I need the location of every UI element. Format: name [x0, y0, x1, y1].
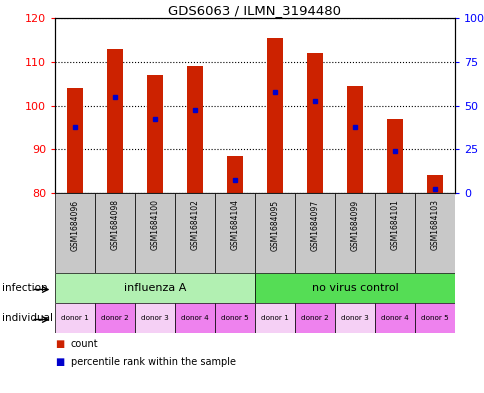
Bar: [386, 119, 402, 193]
Bar: [147, 75, 163, 193]
Bar: [294, 193, 334, 273]
Text: GSM1684099: GSM1684099: [350, 199, 359, 250]
Text: GSM1684100: GSM1684100: [150, 199, 159, 250]
Bar: [334, 193, 374, 273]
Bar: [426, 176, 442, 193]
Text: donor 2: donor 2: [101, 315, 129, 321]
Bar: [334, 303, 374, 333]
Text: donor 5: donor 5: [221, 315, 248, 321]
Text: donor 3: donor 3: [141, 315, 168, 321]
Bar: [175, 193, 214, 273]
Bar: [255, 303, 294, 333]
Bar: [107, 49, 123, 193]
Text: donor 1: donor 1: [260, 315, 288, 321]
Bar: [255, 193, 294, 273]
Bar: [227, 156, 242, 193]
Bar: [95, 193, 135, 273]
Text: individual: individual: [2, 313, 53, 323]
Bar: [55, 303, 95, 333]
Text: ■: ■: [55, 339, 64, 349]
Bar: [214, 193, 255, 273]
Text: donor 3: donor 3: [340, 315, 368, 321]
Bar: [175, 303, 214, 333]
Text: donor 2: donor 2: [301, 315, 328, 321]
Text: GSM1684102: GSM1684102: [190, 199, 199, 250]
Bar: [414, 303, 454, 333]
Bar: [187, 66, 203, 193]
Bar: [374, 193, 414, 273]
Bar: [414, 193, 454, 273]
Text: GSM1684098: GSM1684098: [110, 199, 119, 250]
Text: donor 4: donor 4: [380, 315, 408, 321]
Bar: [374, 303, 414, 333]
Text: GSM1684095: GSM1684095: [270, 199, 279, 250]
Bar: [255, 273, 454, 303]
Text: no virus control: no virus control: [311, 283, 397, 293]
Text: donor 4: donor 4: [181, 315, 209, 321]
Text: GSM1684101: GSM1684101: [390, 199, 399, 250]
Text: GSM1684103: GSM1684103: [430, 199, 439, 250]
Text: percentile rank within the sample: percentile rank within the sample: [70, 356, 235, 367]
Bar: [306, 53, 322, 193]
Text: GSM1684097: GSM1684097: [310, 199, 319, 250]
Text: influenza A: influenza A: [123, 283, 186, 293]
Bar: [67, 88, 83, 193]
Bar: [55, 193, 95, 273]
Text: GSM1684104: GSM1684104: [230, 199, 239, 250]
Bar: [135, 193, 175, 273]
Text: infection: infection: [2, 283, 48, 293]
Bar: [214, 303, 255, 333]
Bar: [135, 303, 175, 333]
Bar: [267, 38, 283, 193]
Bar: [294, 303, 334, 333]
Text: count: count: [70, 339, 98, 349]
Text: ■: ■: [55, 356, 64, 367]
Bar: [346, 86, 362, 193]
Text: donor 5: donor 5: [420, 315, 448, 321]
Text: GSM1684096: GSM1684096: [70, 199, 79, 250]
Bar: [95, 303, 135, 333]
Title: GDS6063 / ILMN_3194480: GDS6063 / ILMN_3194480: [168, 4, 341, 17]
Text: donor 1: donor 1: [61, 315, 89, 321]
Bar: [55, 273, 255, 303]
